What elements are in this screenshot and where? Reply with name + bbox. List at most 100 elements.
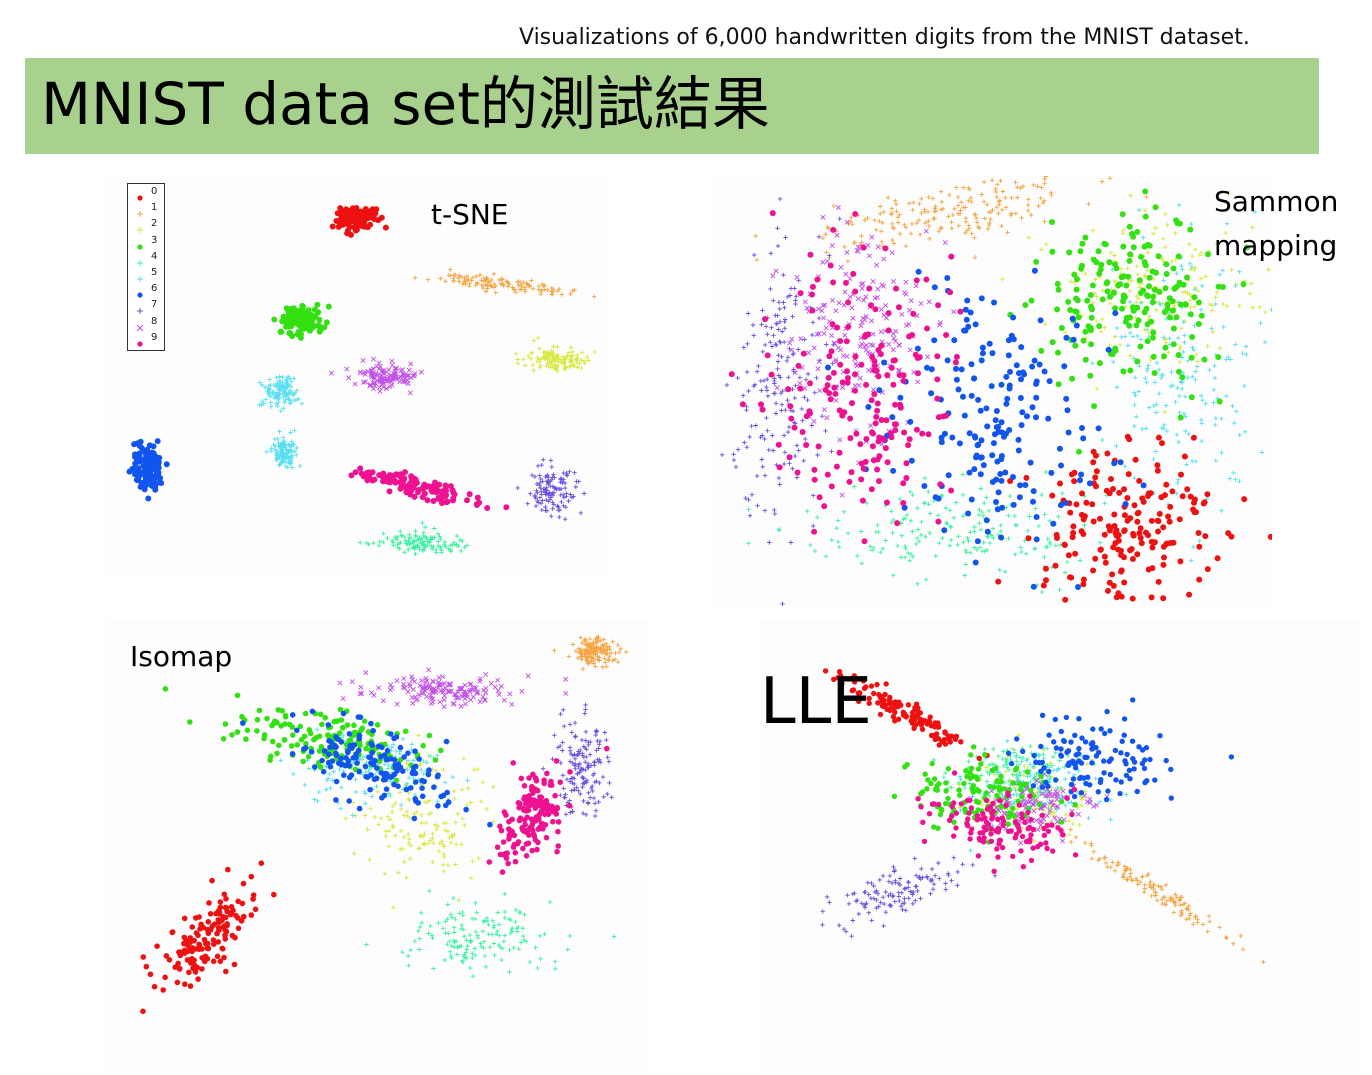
point-digit-9 [847, 415, 854, 422]
point-digit-8 [451, 700, 457, 707]
point-digit-2 [352, 851, 357, 856]
point-digit-7 [602, 730, 607, 735]
point-digit-8 [446, 682, 452, 688]
point-digit-2 [581, 358, 587, 364]
point-digit-1 [1156, 883, 1161, 889]
point-digit-5 [1181, 319, 1186, 325]
point-digit-5 [1141, 235, 1146, 240]
point-digit-7 [551, 472, 556, 477]
point-digit-3 [1205, 251, 1211, 258]
point-digit-8 [477, 699, 483, 705]
point-digit-9 [807, 380, 813, 387]
point-digit-4 [420, 542, 426, 547]
point-digit-2 [419, 820, 424, 826]
point-digit-0 [189, 955, 195, 962]
point-digit-0 [1070, 523, 1077, 530]
point-digit-2 [476, 856, 481, 861]
point-digit-4 [943, 505, 948, 511]
point-digit-2 [555, 344, 560, 350]
point-digit-1 [1195, 917, 1200, 922]
legend-label: 0 [151, 186, 158, 197]
point-digit-5 [1137, 364, 1142, 369]
point-digit-8 [462, 701, 469, 707]
point-digit-0 [215, 939, 221, 945]
point-digit-1 [897, 212, 902, 217]
point-digit-7 [780, 329, 785, 334]
point-digit-4 [964, 550, 969, 555]
point-digit-5 [1169, 369, 1174, 375]
point-digit-9 [768, 371, 775, 378]
point-digit-5 [1219, 416, 1224, 421]
point-digit-8 [923, 228, 929, 234]
point-digit-5 [263, 397, 269, 402]
point-digit-3 [1022, 302, 1029, 308]
point-digit-0 [1101, 553, 1108, 560]
point-digit-5 [280, 374, 285, 380]
point-digit-4 [1039, 492, 1044, 498]
point-digit-6 [1046, 378, 1053, 385]
point-digit-7 [741, 345, 746, 350]
point-digit-8 [869, 234, 875, 240]
point-digit-1 [587, 636, 593, 642]
point-digit-9 [893, 285, 899, 292]
point-digit-0 [1163, 481, 1170, 488]
point-digit-0 [1167, 503, 1174, 510]
point-digit-2 [1199, 250, 1204, 255]
point-digit-1 [545, 287, 550, 293]
point-digit-8 [370, 366, 376, 372]
point-digit-9 [837, 338, 844, 344]
point-digit-7 [596, 759, 601, 765]
point-digit-2 [1094, 386, 1100, 391]
point-digit-0 [221, 923, 227, 930]
point-digit-6 [978, 437, 985, 444]
point-digit-6 [1016, 494, 1023, 501]
point-digit-8 [369, 374, 375, 380]
point-digit-0 [210, 958, 217, 965]
point-digit-0 [1132, 456, 1139, 463]
point-digit-2 [440, 862, 446, 867]
point-digit-3 [287, 330, 294, 336]
point-digit-3 [306, 327, 313, 334]
point-digit-8 [874, 262, 880, 268]
point-digit-6 [394, 768, 400, 774]
point-digit-1 [1018, 186, 1023, 191]
point-digit-5 [1157, 300, 1162, 306]
point-digit-9 [875, 347, 882, 353]
point-digit-4 [417, 924, 423, 930]
point-digit-6 [145, 454, 152, 461]
point-digit-1 [602, 656, 607, 661]
point-digit-5 [1134, 414, 1139, 419]
point-digit-4 [915, 506, 920, 511]
point-digit-1 [603, 652, 609, 657]
point-digit-1 [1223, 935, 1229, 940]
point-digit-8 [384, 375, 391, 381]
point-digit-1 [1184, 917, 1189, 922]
point-digit-5 [1213, 416, 1219, 421]
point-digit-5 [278, 444, 284, 449]
point-digit-8 [388, 376, 394, 382]
point-digit-7 [776, 300, 782, 305]
point-digit-9 [834, 324, 841, 331]
point-digit-6 [415, 800, 422, 806]
point-digit-3 [1215, 354, 1222, 361]
point-digit-0 [1090, 518, 1097, 525]
point-digit-1 [964, 228, 970, 233]
point-digit-8 [453, 692, 459, 698]
point-digit-3 [1188, 354, 1195, 361]
point-digit-2 [478, 799, 484, 804]
point-digit-1 [489, 277, 494, 283]
point-digit-3 [397, 757, 404, 763]
point-digit-9 [875, 438, 882, 445]
point-digit-5 [362, 789, 367, 794]
point-digit-2 [420, 834, 426, 839]
point-digit-3 [305, 312, 312, 318]
point-digit-6 [132, 451, 138, 458]
point-digit-1 [1173, 903, 1178, 908]
point-digit-0 [351, 224, 358, 231]
point-digit-7 [591, 771, 597, 776]
point-digit-8 [855, 244, 861, 250]
point-digit-4 [502, 909, 508, 915]
point-digit-9 [450, 495, 457, 502]
point-digit-9 [795, 362, 802, 369]
point-digit-5 [353, 777, 358, 782]
